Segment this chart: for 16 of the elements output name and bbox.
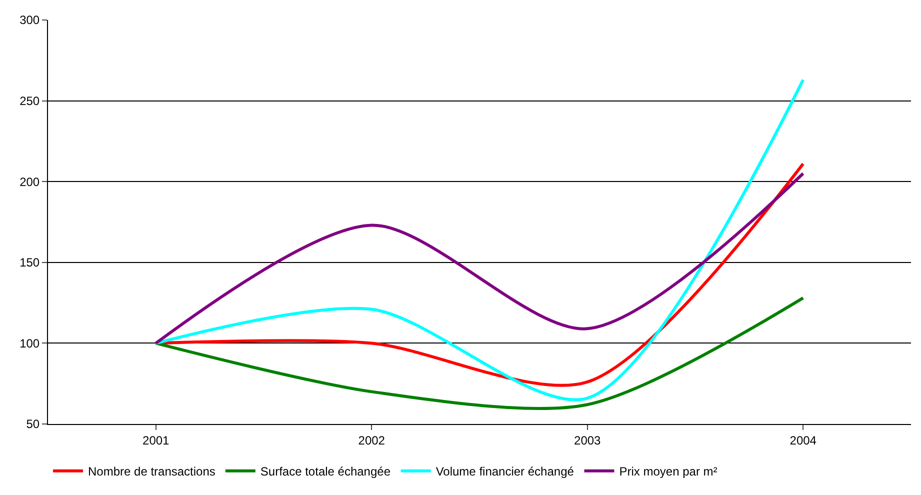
x-tick-label: 2002 [358,433,386,448]
legend-label: Prix moyen par m² [619,464,718,478]
y-tick-label: 150 [20,256,40,270]
x-tick-label: 2001 [142,433,170,448]
x-tick-label: 2003 [574,433,602,448]
line-series [154,78,805,401]
y-tick-label: 50 [26,417,40,432]
line-series [154,172,805,345]
y-tick-label: 100 [20,336,40,350]
legend-label: Nombre de transactions [88,464,216,478]
legend-label: Surface totale échangée [260,464,391,478]
y-tick-label: 200 [20,174,40,189]
y-tick-label: 250 [20,94,40,108]
x-tick-label: 2004 [790,433,817,448]
legend-label: Volume financier échangé [436,464,574,478]
y-tick-label: 300 [20,13,40,28]
